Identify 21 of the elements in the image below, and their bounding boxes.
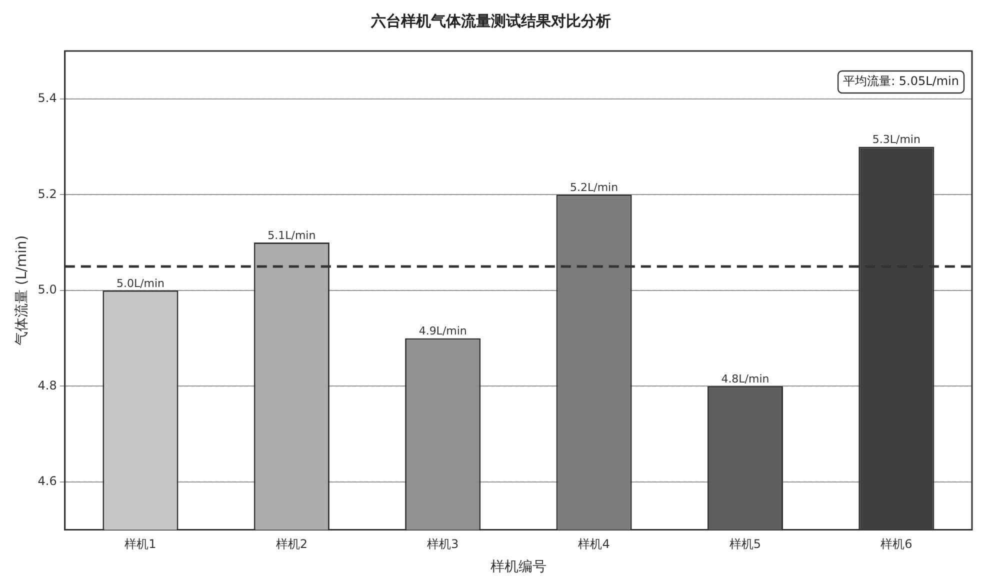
data-label: 5.1L/min [268, 228, 316, 242]
x-tick-label: 样机5 [729, 537, 762, 552]
y-tick-label: 4.6 [38, 474, 57, 488]
ref-line-label: 平均流量: 5.05L/min [843, 74, 960, 88]
chart-title: 六台样机气体流量测试结果对比分析 [370, 12, 611, 30]
y-axis-title: 气体流量 (L/min) [14, 235, 30, 346]
y-tick-label: 5.0 [38, 282, 57, 297]
x-axis-title: 样机编号 [490, 559, 546, 576]
x-tick-label: 样机2 [276, 537, 308, 552]
y-tick-label: 5.2 [38, 186, 57, 201]
x-tick-label: 样机6 [880, 537, 912, 552]
data-label: 4.9L/min [418, 324, 467, 338]
data-label: 5.0L/min [116, 276, 165, 290]
y-tick-label: 4.8 [38, 378, 57, 392]
x-tick-label: 样机4 [578, 537, 610, 552]
x-tick-label: 样机1 [124, 537, 156, 552]
x-tick-label: 样机3 [427, 537, 459, 552]
data-label: 5.3L/min [872, 133, 920, 146]
y-tick-label: 5.4 [38, 91, 57, 106]
data-label: 5.2L/min [570, 181, 618, 194]
data-label: 4.8L/min [721, 372, 770, 386]
